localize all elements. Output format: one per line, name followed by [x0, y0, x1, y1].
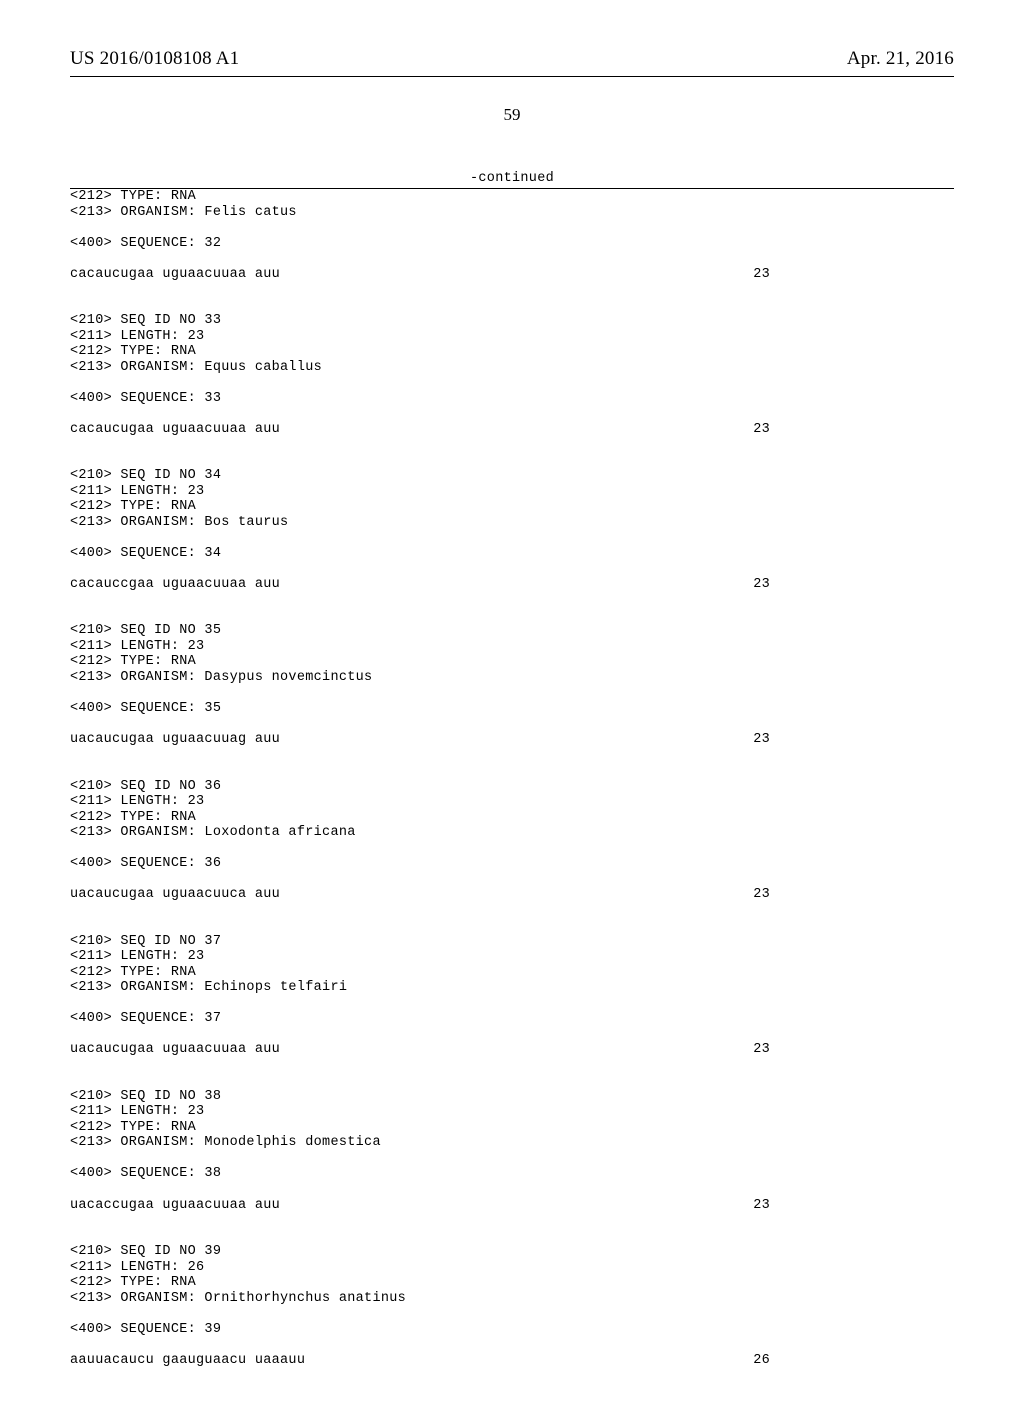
- seq-meta-line: <212> TYPE: RNA: [70, 1275, 954, 1291]
- seq-meta-line: <212> TYPE: RNA: [70, 654, 954, 670]
- seq-meta-line: <210> SEQ ID NO 38: [70, 1089, 954, 1105]
- seq-meta-line: <213> ORGANISM: Felis catus: [70, 205, 954, 221]
- seq-400-label: <400> SEQUENCE: 36: [70, 856, 954, 872]
- seq-meta-line: <212> TYPE: RNA: [70, 1120, 954, 1136]
- seq-400-label: <400> SEQUENCE: 35: [70, 701, 954, 717]
- seq-meta-line: <212> TYPE: RNA: [70, 810, 954, 826]
- sequence-row: uacaucugaa uguaacuuaa auu 23: [70, 1042, 770, 1058]
- page-container: US 2016/0108108 A1 Apr. 21, 2016 59 -con…: [0, 0, 1024, 1408]
- sequence-text: uacaucugaa uguaacuuca auu: [70, 887, 280, 903]
- page-number: 59: [70, 105, 954, 125]
- sequence-text: uacaucugaa uguaacuuag auu: [70, 732, 280, 748]
- seq-meta-line: <210> SEQ ID NO 35: [70, 623, 954, 639]
- seq-meta-line: <212> TYPE: RNA: [70, 499, 954, 515]
- sequence-length: 23: [753, 422, 770, 438]
- sequence-length: 23: [753, 732, 770, 748]
- seq-meta-line: <210> SEQ ID NO 33: [70, 313, 954, 329]
- seq-meta-line: <211> LENGTH: 23: [70, 639, 954, 655]
- seq-meta-line: <210> SEQ ID NO 37: [70, 934, 954, 950]
- sequence-length: 23: [753, 887, 770, 903]
- seq-meta-line: <212> TYPE: RNA: [70, 344, 954, 360]
- seq-meta-line: <211> LENGTH: 23: [70, 794, 954, 810]
- seq-meta-line: <213> ORGANISM: Equus caballus: [70, 360, 954, 376]
- sequence-length: 26: [753, 1353, 770, 1369]
- seq-400-label: <400> SEQUENCE: 32: [70, 236, 954, 252]
- sequence-row: cacaucugaa uguaacuuaa auu 23: [70, 422, 770, 438]
- seq-meta-line: <213> ORGANISM: Echinops telfairi: [70, 980, 954, 996]
- sequence-listing: <212> TYPE: RNA<213> ORGANISM: Felis cat…: [70, 189, 954, 1368]
- sequence-length: 23: [753, 577, 770, 593]
- sequence-row: uacaucugaa uguaacuuag auu 23: [70, 732, 770, 748]
- sequence-length: 23: [753, 1042, 770, 1058]
- seq-meta-line: <211> LENGTH: 23: [70, 1104, 954, 1120]
- seq-meta-line: <211> LENGTH: 23: [70, 949, 954, 965]
- publication-number: US 2016/0108108 A1: [70, 48, 239, 70]
- sequence-length: 23: [753, 1198, 770, 1214]
- sequence-text: aauuacaucu gaauguaacu uaaauu: [70, 1353, 305, 1369]
- sequence-text: cacaucugaa uguaacuuaa auu: [70, 422, 280, 438]
- continued-label: -continued: [70, 171, 954, 186]
- seq-400-label: <400> SEQUENCE: 37: [70, 1011, 954, 1027]
- seq-meta-line: <213> ORGANISM: Dasypus novemcinctus: [70, 670, 954, 686]
- sequence-row: uacaccugaa uguaacuuaa auu 23: [70, 1198, 770, 1214]
- seq-meta-line: <212> TYPE: RNA: [70, 965, 954, 981]
- seq-400-label: <400> SEQUENCE: 34: [70, 546, 954, 562]
- seq-meta-line: <210> SEQ ID NO 39: [70, 1244, 954, 1260]
- seq-400-label: <400> SEQUENCE: 38: [70, 1166, 954, 1182]
- sequence-row: aauuacaucu gaauguaacu uaaauu 26: [70, 1353, 770, 1369]
- sequence-row: uacaucugaa uguaacuuca auu 23: [70, 887, 770, 903]
- sequence-row: cacaucugaa uguaacuuaa auu 23: [70, 267, 770, 283]
- seq-meta-line: <213> ORGANISM: Monodelphis domestica: [70, 1135, 954, 1151]
- sequence-text: uacaucugaa uguaacuuaa auu: [70, 1042, 280, 1058]
- sequence-text: cacaucugaa uguaacuuaa auu: [70, 267, 280, 283]
- seq-meta-line: <213> ORGANISM: Bos taurus: [70, 515, 954, 531]
- seq-400-label: <400> SEQUENCE: 39: [70, 1322, 954, 1338]
- seq-meta-line: <213> ORGANISM: Ornithorhynchus anatinus: [70, 1291, 954, 1307]
- seq-meta-line: <210> SEQ ID NO 34: [70, 468, 954, 484]
- sequence-text: cacauccgaa uguaacuuaa auu: [70, 577, 280, 593]
- publication-date: Apr. 21, 2016: [847, 48, 954, 70]
- seq-meta-line: <211> LENGTH: 23: [70, 329, 954, 345]
- seq-meta-line: <211> LENGTH: 23: [70, 484, 954, 500]
- sequence-row: cacauccgaa uguaacuuaa auu 23: [70, 577, 770, 593]
- seq-meta-line: <210> SEQ ID NO 36: [70, 779, 954, 795]
- header-rule: [70, 76, 954, 77]
- seq-meta-line: <211> LENGTH: 26: [70, 1260, 954, 1276]
- sequence-text: uacaccugaa uguaacuuaa auu: [70, 1198, 280, 1214]
- seq-meta-line: <213> ORGANISM: Loxodonta africana: [70, 825, 954, 841]
- page-header: US 2016/0108108 A1 Apr. 21, 2016: [70, 48, 954, 70]
- sequence-length: 23: [753, 267, 770, 283]
- seq-meta-line: <212> TYPE: RNA: [70, 189, 954, 205]
- seq-400-label: <400> SEQUENCE: 33: [70, 391, 954, 407]
